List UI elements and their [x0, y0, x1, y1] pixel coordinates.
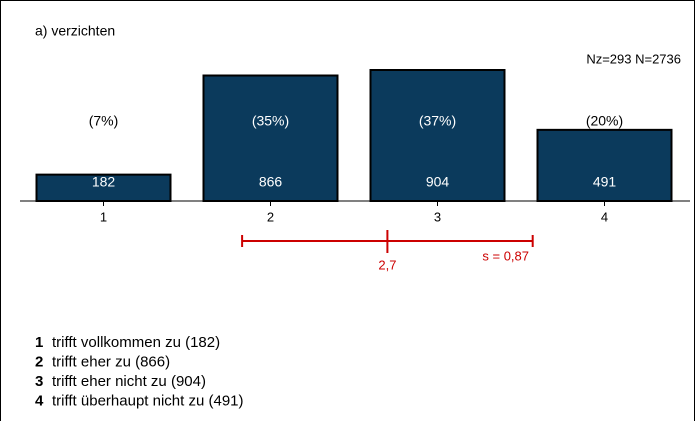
legend-label: trifft eher zu (866): [52, 353, 170, 370]
legend-key: 1: [35, 334, 43, 351]
percent-label: (20%): [586, 113, 623, 129]
value-label: 182: [92, 174, 116, 190]
sd-label: s = 0,87: [482, 248, 529, 263]
percent-label: (7%): [89, 113, 119, 129]
x-tick-label: 1: [100, 209, 107, 224]
value-label: 866: [259, 174, 283, 190]
subtitle: Nz=293 N=2736: [586, 51, 681, 66]
bar: [369, 69, 506, 202]
legend-label: trifft überhaupt nicht zu (491): [52, 392, 244, 409]
legend-label: trifft eher nicht zu (904): [52, 373, 206, 390]
bar: [202, 74, 339, 202]
chart-title: a) verzichten: [35, 23, 115, 39]
percent-label: (35%): [252, 113, 289, 129]
bar: [536, 128, 673, 202]
x-tick-label: 4: [601, 209, 608, 224]
x-tick-label: 2: [267, 209, 274, 224]
mean-label: 2,7: [378, 257, 396, 272]
percent-label: (37%): [419, 113, 456, 129]
x-tick-label: 3: [434, 209, 441, 224]
legend-key: 3: [35, 373, 43, 390]
value-label: 491: [593, 174, 617, 190]
value-label: 904: [426, 174, 450, 190]
legend-label: trifft vollkommen zu (182): [52, 334, 220, 351]
legend-key: 2: [35, 353, 43, 370]
legend-key: 4: [35, 392, 44, 409]
bar: [35, 173, 172, 202]
